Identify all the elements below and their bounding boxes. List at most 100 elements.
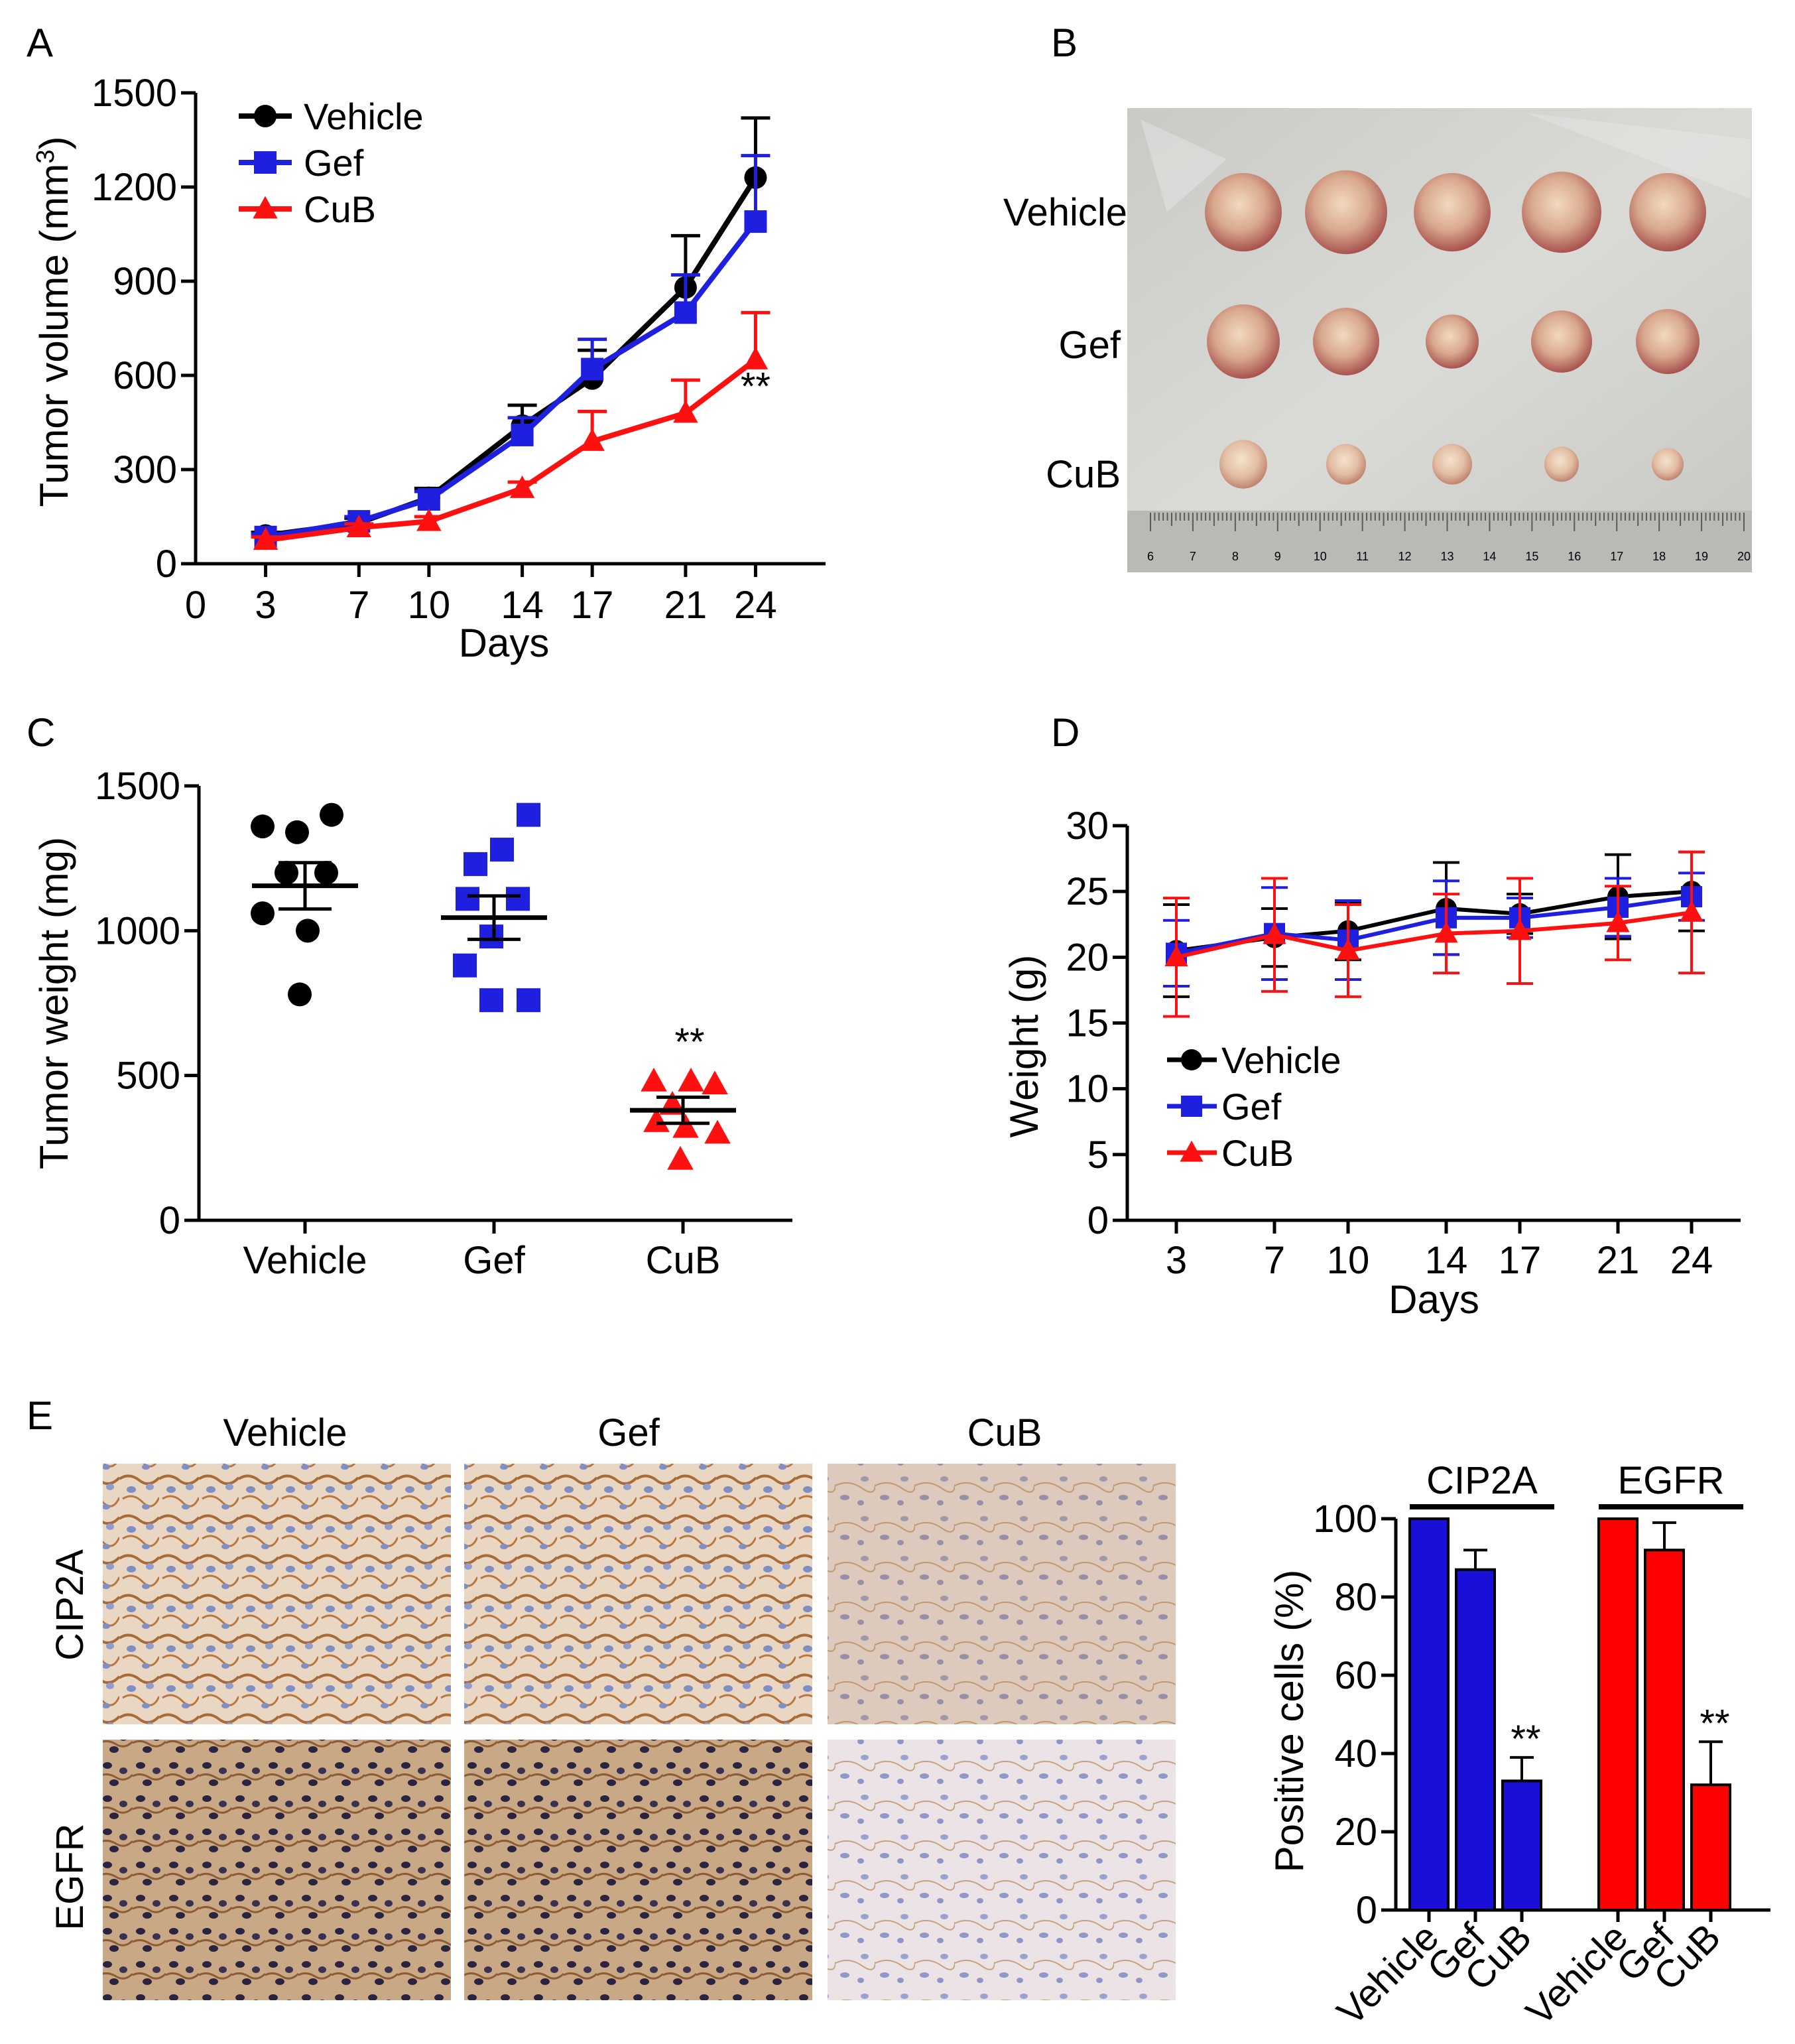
data-point (743, 346, 769, 369)
data-point (1164, 945, 1188, 967)
x-tick-label: 17 (1499, 1239, 1542, 1282)
legend-marker (254, 151, 277, 174)
ruler-label: 9 (1274, 550, 1281, 563)
data-point (517, 802, 540, 827)
data-point (517, 988, 540, 1013)
data-point (581, 357, 604, 381)
data-point (641, 1067, 667, 1092)
ihc-col-cub: CuB (967, 1411, 1042, 1454)
panel-letter-e: E (27, 1393, 53, 1438)
y-tick-label: 40 (1334, 1732, 1377, 1775)
y-axis-label: Tumor volume (mm3) (32, 137, 76, 507)
series-line (265, 357, 757, 543)
ihc-row-egfr: EGFR (48, 1823, 92, 1930)
significance-marker: ** (741, 365, 771, 408)
photo-row-label-vehicle: Vehicle (1003, 191, 1127, 234)
group-gef (441, 802, 547, 1013)
bar (1597, 1517, 1639, 1911)
data-point (320, 802, 343, 827)
group-cub (630, 1067, 736, 1170)
bar (1455, 1568, 1496, 1911)
data-point (674, 301, 697, 324)
photo-row-label-gef: Gef (1059, 324, 1121, 367)
ruler-label: 20 (1737, 550, 1751, 563)
tumor (1305, 170, 1387, 255)
legend-marker (254, 105, 277, 127)
significance-marker: ** (1511, 1718, 1540, 1761)
ihc-gef-egfr (464, 1740, 812, 2000)
y-tick-label: 5 (1087, 1133, 1109, 1177)
y-tick-label: 20 (1334, 1811, 1377, 1854)
tumor (1326, 444, 1366, 485)
data-point (453, 953, 477, 978)
x-tick-label: 14 (501, 584, 544, 627)
ihc-vehicle-egfr (103, 1740, 451, 2000)
ihc-column-labels: Vehicle Gef CuB (223, 1411, 1042, 1454)
data-point (678, 1067, 704, 1092)
legend-marker (1181, 1096, 1202, 1117)
data-point (509, 476, 535, 498)
legend-label: CuB (1221, 1132, 1294, 1174)
legend-marker (253, 196, 278, 219)
y-tick-label: 100 (1313, 1498, 1377, 1541)
data-point (672, 1114, 699, 1138)
x-tick-label: 3 (255, 584, 276, 627)
tumor-volume-chart: 0 300 600 900 1200 1500 0 3 7 10 14 17 21 24 Days Tumor… (32, 72, 826, 665)
x-tick-label: Gef (463, 1239, 525, 1282)
data-point (479, 988, 503, 1013)
tumor-photo: 6 7 8 9 10 11 12 13 14 15 16 17 18 19 20 (1127, 108, 1752, 572)
ruler-label: 19 (1695, 550, 1708, 563)
bar (1408, 1517, 1450, 1911)
tumor-specimens (1205, 170, 1706, 489)
y-tick-label: 0 (156, 543, 177, 586)
data-point (1508, 919, 1532, 940)
panel-letter-c: C (27, 710, 55, 755)
y-axis-label: Positive cells (%) (1267, 1570, 1312, 1873)
ihc-cub-cip2a (828, 1464, 1176, 1724)
ruler-label: 7 (1190, 550, 1196, 563)
data-point (314, 861, 338, 885)
x-tick-label: 7 (348, 584, 369, 627)
bar (1644, 1549, 1685, 1911)
y-tick-label: 1200 (92, 166, 177, 209)
data-point (416, 508, 442, 531)
legend-label: Gef (304, 142, 364, 184)
data-point (643, 1108, 670, 1132)
data-point (296, 919, 320, 943)
data-point (275, 861, 298, 885)
ruler-label: 6 (1147, 550, 1154, 563)
data-point (702, 1070, 728, 1095)
tumor (1652, 448, 1684, 481)
ihc-gef-cip2a (464, 1464, 812, 1724)
ihc-col-gef: Gef (597, 1411, 660, 1454)
tumor (1207, 304, 1280, 379)
panel-letter-a: A (27, 21, 53, 65)
y-tick-label: 300 (113, 448, 177, 491)
x-tick-label: 7 (1264, 1239, 1285, 1282)
data-point (704, 1119, 731, 1144)
body-weight-chart: 0 5 10 15 20 25 30 3 7 10 14 17 21 24 Days Weight (g) Ve… (1002, 804, 1741, 1322)
tumor (1432, 444, 1472, 485)
y-tick-label: 30 (1066, 804, 1109, 848)
legend-label: Vehicle (1221, 1039, 1341, 1081)
ruler-label: 11 (1356, 550, 1369, 563)
ihc-cub-egfr (828, 1740, 1176, 2000)
bar (1690, 1783, 1731, 1911)
y-tick-label: 1000 (95, 909, 180, 952)
ruler-label: 17 (1610, 550, 1623, 563)
x-tick-label: 10 (1327, 1239, 1370, 1282)
ruler-body (1127, 511, 1752, 572)
legend-marker (1180, 1140, 1204, 1162)
significance-marker: ** (1700, 1702, 1729, 1745)
y-tick-label: 1500 (92, 72, 177, 115)
x-tick-label: CuB (646, 1239, 721, 1282)
x-tick-label: 0 (185, 584, 206, 627)
bar (1501, 1779, 1542, 1912)
x-tick-label: 21 (664, 584, 708, 627)
ruler-label: 15 (1525, 550, 1538, 563)
x-tick-label: Vehicle (1329, 1915, 1447, 2033)
data-point (253, 527, 279, 550)
data-point (346, 515, 371, 538)
data-point (1434, 921, 1458, 943)
